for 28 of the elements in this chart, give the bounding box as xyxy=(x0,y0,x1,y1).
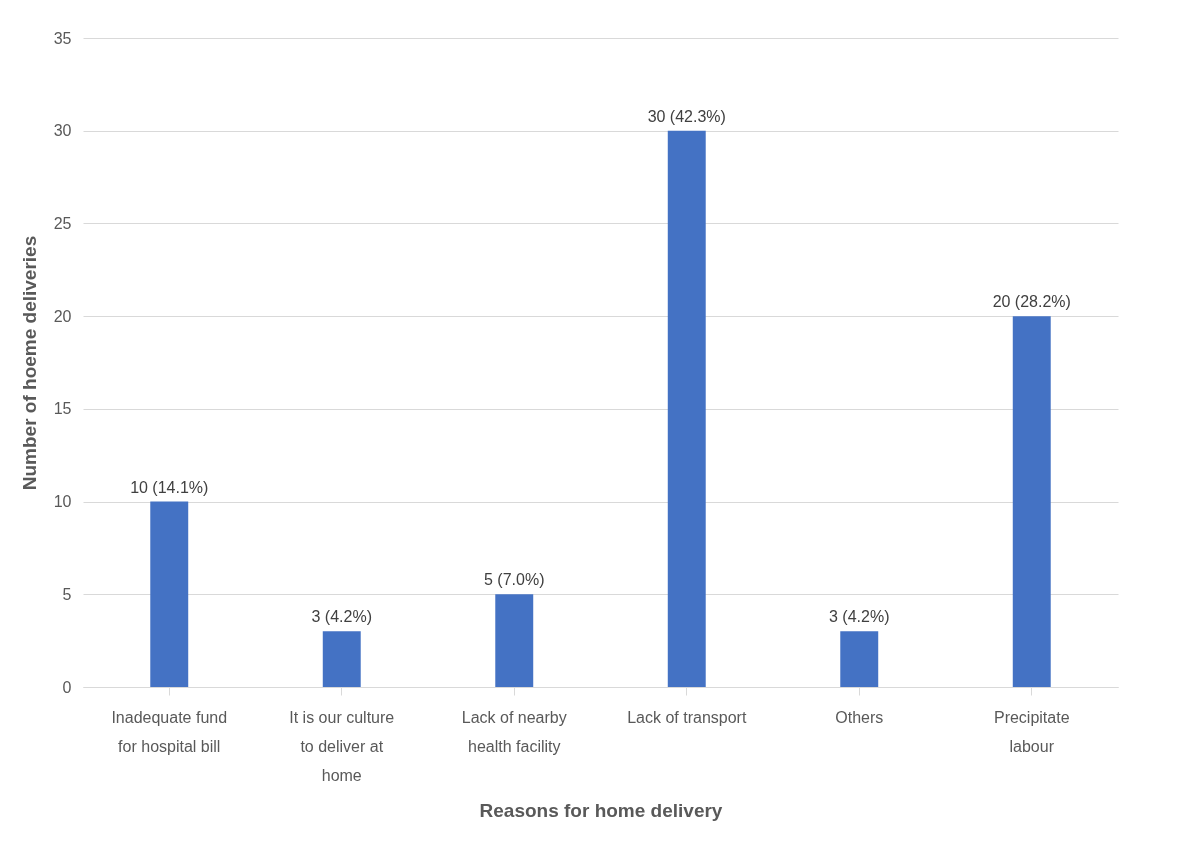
bar xyxy=(667,130,706,687)
x-tick-label: It is our culture to deliver at home xyxy=(289,708,395,784)
y-tick-label: 30 xyxy=(53,122,72,140)
x-axis-title: Reasons for home delivery xyxy=(479,799,723,821)
y-tick-label: 35 xyxy=(53,29,72,47)
y-tick-label: 0 xyxy=(62,678,72,696)
y-tick-label: 15 xyxy=(53,400,72,418)
bar xyxy=(840,631,879,687)
data-label: 3 (4.2%) xyxy=(829,608,890,626)
y-axis-title: Number of hoeme deliveries xyxy=(18,235,40,491)
x-tick-label: Lack of nearby health facility xyxy=(461,708,567,755)
bar xyxy=(495,594,534,687)
bar xyxy=(1012,316,1051,687)
data-label: 20 (28.2%) xyxy=(992,293,1071,311)
y-tick-label: 25 xyxy=(53,214,72,232)
data-label: 10 (14.1%) xyxy=(130,478,209,496)
bar xyxy=(322,631,361,687)
x-tick-label: Others xyxy=(835,708,884,726)
x-tick-label: Lack of transport xyxy=(627,708,747,726)
data-label: 30 (42.3%) xyxy=(647,107,726,125)
data-label: 5 (7.0%) xyxy=(484,571,545,589)
data-label: 3 (4.2%) xyxy=(311,608,372,626)
bar xyxy=(150,501,189,687)
x-tick-label: Inadequate fund for hospital bill xyxy=(111,708,228,755)
y-tick-label: 5 xyxy=(62,585,72,603)
y-tick-label: 20 xyxy=(53,307,72,325)
y-tick-label: 10 xyxy=(53,493,72,511)
x-tick-label: Precipitate labour xyxy=(993,708,1070,755)
